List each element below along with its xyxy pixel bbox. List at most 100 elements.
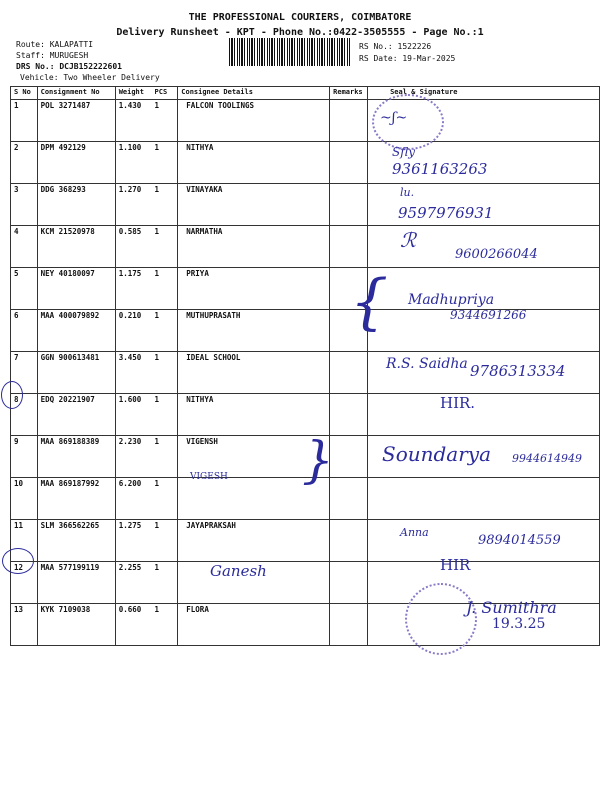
remarks-cell [329, 351, 369, 394]
pcs-cell: 1 [151, 141, 179, 184]
col-sno: S No [10, 86, 38, 100]
table-row: 1 POL 3271487 1.430 1 FALCON TOOLINGS [10, 99, 600, 142]
sno-cell: 10 [10, 477, 38, 520]
consignment-cell: KYK 7109038 [36, 603, 116, 646]
remarks-cell [329, 183, 369, 226]
staff: Staff: MURUGESH [16, 51, 89, 60]
pcs-cell: 1 [151, 225, 179, 268]
bracket-mark-rows9-10: } [302, 431, 334, 489]
consignee-cell: FLORA [177, 603, 331, 646]
signature-row4: ℛ [400, 228, 416, 252]
table-row: 13 KYK 7109038 0.660 1 FLORA [10, 603, 600, 646]
sno-cell: 6 [10, 309, 38, 352]
remarks-cell [329, 561, 369, 604]
signature-row2: Sfly [392, 145, 416, 159]
remarks-cell [329, 603, 369, 646]
consignment-cell: KCM 21520978 [36, 225, 116, 268]
remarks-cell [329, 519, 369, 562]
phone-row7: 9786313334 [470, 362, 566, 380]
table-row: 10 MAA 869187992 6.200 1 [10, 477, 600, 520]
handwritten-name-row10: VIGESH [190, 472, 228, 482]
phone-row9: 9944614949 [512, 452, 582, 465]
runsheet-table: S No Consignment No Weight PCS Consignee… [10, 86, 600, 646]
consignment-cell: GGN 900613481 [36, 351, 116, 394]
consignment-cell: NEY 40180097 [36, 267, 116, 310]
table-row: 3 DDG 368293 1.270 1 VINAYAKA [10, 183, 600, 226]
consignment-cell: MAA 869187992 [36, 477, 116, 520]
signature-row1: ~ʃ~ [380, 110, 408, 126]
table-row: 5 NEY 40180097 1.175 1 PRIYA [10, 267, 600, 310]
col-pcs: PCS [151, 86, 179, 100]
remarks-cell [329, 225, 369, 268]
col-weight: Weight [114, 86, 152, 100]
rs-date: RS Date: 19-Mar-2025 [359, 54, 456, 63]
consignment-cell: MAA 400079892 [36, 309, 116, 352]
consignee-cell: NITHYA [177, 141, 331, 184]
vehicle: Vehicle: Two Wheeler Delivery [20, 73, 160, 82]
consignee-cell: VINAYAKA [177, 183, 331, 226]
consignee-cell: IDEAL SCHOOL [177, 351, 331, 394]
drs-number: DRS No.: DCJB152222601 [16, 62, 122, 71]
consignment-cell: DDG 368293 [36, 183, 116, 226]
weight-cell: 0.210 [114, 309, 152, 352]
signature-row13: J. Sumithra [466, 598, 557, 617]
pcs-cell: 1 [151, 351, 179, 394]
signature-row9: Soundarya [382, 442, 492, 466]
consignee-cell: MUTHUPRASATH [177, 309, 331, 352]
weight-cell: 1.175 [114, 267, 152, 310]
barcode [229, 38, 351, 66]
bracket-mark-rows5-7: { [350, 267, 389, 337]
weight-cell: 0.585 [114, 225, 152, 268]
consignee-cell: JAYAPRAKSAH [177, 519, 331, 562]
remarks-cell [329, 99, 369, 142]
weight-cell: 1.100 [114, 141, 152, 184]
weight-cell: 1.270 [114, 183, 152, 226]
col-consignee: Consignee Details [177, 86, 331, 100]
route: Route: KALAPATTI [16, 40, 94, 49]
consignee-cell: FALCON TOOLINGS [177, 99, 331, 142]
table-row: 4 KCM 21520978 0.585 1 NARMATHA [10, 225, 600, 268]
signature-row7: R.S. Saidha [386, 356, 468, 372]
weight-cell: 2.230 [114, 435, 152, 478]
handwritten-name-row12: Ganesh [210, 562, 267, 580]
runsheet-subtitle: Delivery Runsheet - KPT - Phone No.:0422… [116, 27, 484, 38]
phone-row3: 9597976931 [398, 204, 494, 222]
weight-cell: 1.600 [114, 393, 152, 436]
seal-signature-cell [367, 519, 600, 562]
consignee-cell: PRIYA [177, 267, 331, 310]
sno-cell: 9 [10, 435, 38, 478]
seal-signature-cell [367, 225, 600, 268]
pcs-cell: 1 [151, 309, 179, 352]
note-row8: HIR. [440, 394, 476, 412]
weight-cell: 1.430 [114, 99, 152, 142]
seal-signature-cell [367, 267, 600, 310]
consignment-cell: MAA 869188389 [36, 435, 116, 478]
pcs-cell: 1 [151, 435, 179, 478]
consignment-cell: MAA 577199119 [36, 561, 116, 604]
sno-cell: 3 [10, 183, 38, 226]
signature-row11: Anna [400, 526, 429, 539]
phone-row4: 9600266044 [455, 247, 538, 262]
weight-cell: 0.660 [114, 603, 152, 646]
seal-signature-cell [367, 309, 600, 352]
rs-number: RS No.: 1522226 [359, 42, 432, 51]
signature-row3: lu. [400, 186, 415, 199]
seal-signature-cell [367, 183, 600, 226]
weight-cell: 3.450 [114, 351, 152, 394]
pcs-cell: 1 [151, 519, 179, 562]
pcs-cell: 1 [151, 393, 179, 436]
seal-signature-cell [367, 477, 600, 520]
col-consignment: Consignment No [36, 86, 116, 100]
table-row: 6 MAA 400079892 0.210 1 MUTHUPRASATH [10, 309, 600, 352]
sno-cell: 1 [10, 99, 38, 142]
consignee-cell [177, 477, 331, 520]
weight-cell: 6.200 [114, 477, 152, 520]
col-remarks: Remarks [329, 86, 369, 100]
phone-row11: 9894014559 [478, 533, 561, 548]
sno-cell: 13 [10, 603, 38, 646]
remarks-cell [329, 267, 369, 310]
table-header: S No Consignment No Weight PCS Consignee… [10, 86, 600, 100]
signature-row6: Madhupriya [408, 292, 495, 308]
consignee-cell: NARMATHA [177, 225, 331, 268]
remarks-cell [329, 393, 369, 436]
